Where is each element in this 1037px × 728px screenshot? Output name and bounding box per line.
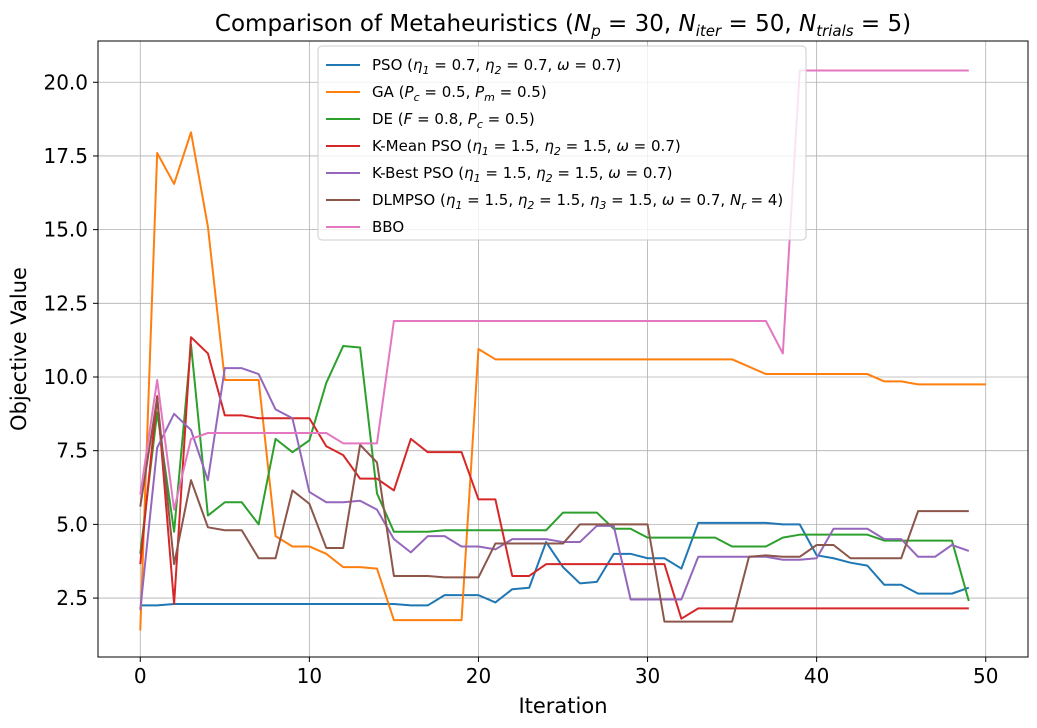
y-tick-label: 10.0 xyxy=(43,365,88,389)
series-line-1 xyxy=(140,521,970,607)
y-tick-label: 5.0 xyxy=(56,512,88,536)
y-axis-label: Objective Value xyxy=(7,267,31,431)
series-line-6 xyxy=(139,396,969,623)
legend-label-6: DLMPSO (η1 = 1.5, η2 = 1.5, η3 = 1.5, ω … xyxy=(372,191,783,212)
legend: PSO (η1 = 0.7, η2 = 0.7, ω = 0.7) GA (Pc … xyxy=(317,45,807,241)
x-tick-label: 40 xyxy=(804,664,829,688)
series-line-4 xyxy=(139,336,969,620)
legend-box xyxy=(317,45,807,241)
series-line-7 xyxy=(139,69,969,511)
legend-label-2: GA (Pc = 0.5, Pm = 0.5) xyxy=(372,83,547,104)
y-tick-label: 15.0 xyxy=(43,218,88,242)
x-tick-label: 20 xyxy=(466,664,491,688)
legend-label-4: K-Mean PSO (η1 = 1.5, η2 = 1.5, ω = 0.7) xyxy=(372,137,681,158)
y-tick-label: 2.5 xyxy=(56,586,88,610)
y-tick-label: 20.0 xyxy=(43,70,88,94)
series-lines xyxy=(139,69,986,631)
axis-ticks: 0 10 20 30 40 50 2.5 5.0 7.5 10.0 12.5 15.0 17.5 20.0 xyxy=(43,70,998,688)
x-axis-label: Iteration xyxy=(518,694,607,718)
series-line-5 xyxy=(139,367,970,610)
x-tick-label: 0 xyxy=(134,664,147,688)
legend-label-1: PSO (η1 = 0.7, η2 = 0.7, ω = 0.7) xyxy=(372,56,621,77)
x-tick-label: 50 xyxy=(973,664,998,688)
legend-label-3: DE (F = 0.8, Pc = 0.5) xyxy=(372,110,535,131)
x-tick-label: 30 xyxy=(635,664,660,688)
plot-frame xyxy=(97,40,1029,658)
chart-title: Comparison of Metaheuristics (Np = 30, N… xyxy=(215,11,911,40)
y-tick-label: 17.5 xyxy=(43,144,88,168)
y-tick-label: 7.5 xyxy=(56,439,88,463)
x-tick-label: 10 xyxy=(297,664,322,688)
legend-label-7: BBO xyxy=(372,218,404,236)
y-tick-label: 12.5 xyxy=(43,291,88,315)
legend-label-5: K-Best PSO (η1 = 1.5, η2 = 1.5, ω = 0.7) xyxy=(372,164,673,185)
